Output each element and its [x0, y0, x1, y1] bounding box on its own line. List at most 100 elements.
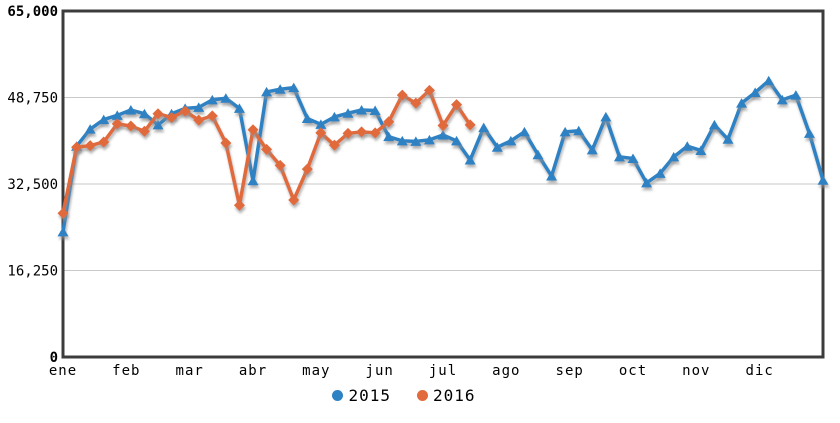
data-point-marker [546, 171, 558, 181]
data-point-marker [437, 130, 449, 140]
data-point-marker [274, 84, 286, 94]
data-point-marker [668, 151, 680, 162]
data-point-marker [518, 126, 530, 137]
data-point-marker [559, 126, 571, 137]
x-month-label: feb [112, 363, 140, 379]
data-point-marker [233, 199, 245, 211]
data-point-marker [396, 89, 408, 101]
data-point-marker [125, 120, 137, 132]
x-month-label: sep [556, 363, 584, 379]
data-point-marker [342, 108, 354, 118]
data-point-marker [315, 127, 327, 139]
data-point-marker [410, 97, 422, 109]
data-point-marker [451, 99, 463, 111]
data-point-marker [736, 98, 748, 108]
data-point-marker [627, 153, 639, 163]
data-point-marker [817, 175, 829, 185]
data-point-marker [613, 151, 625, 162]
data-point-marker [193, 102, 205, 112]
data-point-marker [288, 82, 300, 93]
data-point-marker [573, 125, 585, 136]
y-tick-label: 48,750 [7, 91, 58, 107]
legend-item-2016: 2016 [417, 386, 476, 405]
data-point-marker [152, 119, 164, 130]
data-point-marker [261, 86, 273, 97]
data-point-marker [328, 111, 340, 122]
data-point-marker [125, 105, 137, 115]
data-point-marker [410, 136, 422, 146]
data-point-marker [464, 119, 476, 131]
x-month-label: abr [239, 363, 267, 379]
data-point-marker [206, 94, 218, 105]
data-point-marker [138, 108, 150, 119]
data-point-marker [695, 145, 707, 155]
legend-item-2015: 2015 [332, 386, 391, 405]
data-point-marker [193, 114, 205, 126]
data-point-marker [423, 134, 435, 145]
data-point-marker [464, 155, 476, 165]
data-point-marker [369, 105, 381, 116]
data-point-marker [383, 131, 395, 142]
data-point-marker [247, 175, 259, 186]
data-point-marker [138, 125, 150, 137]
data-point-marker [84, 124, 96, 134]
data-point-marker [301, 113, 313, 124]
legend-label-2015: 2015 [348, 386, 391, 405]
data-point-marker [478, 122, 490, 133]
data-point-marker [451, 135, 463, 146]
data-point-marker [641, 177, 653, 188]
data-point-marker [369, 127, 381, 139]
x-month-label: nov [682, 363, 710, 379]
data-point-marker [179, 105, 191, 117]
data-point-marker [342, 127, 354, 139]
data-point-marker [206, 110, 218, 122]
data-point-marker [356, 105, 368, 115]
data-point-marker [654, 168, 666, 178]
data-point-marker [586, 144, 598, 155]
data-point-marker [505, 135, 517, 146]
data-point-marker [681, 141, 693, 151]
data-point-marker [396, 135, 408, 146]
series-line-2015 [61, 78, 825, 233]
y-tick-label: 0 [50, 350, 58, 366]
data-point-marker [84, 140, 96, 152]
x-month-label: mar [176, 363, 204, 379]
data-point-marker [166, 111, 178, 123]
data-point-marker [274, 159, 286, 171]
data-point-marker [57, 226, 69, 237]
legend-marker-2016-icon [417, 390, 428, 401]
data-point-marker [328, 139, 340, 151]
series-markers-2015 [57, 75, 829, 237]
data-point-marker [776, 94, 788, 105]
chart-legend: 2015 2016 [0, 386, 824, 405]
data-point-marker [437, 119, 449, 131]
data-point-marker [315, 119, 327, 129]
data-point-marker [600, 111, 612, 122]
data-point-marker [491, 142, 503, 152]
legend-label-2016: 2016 [433, 386, 476, 405]
data-point-marker [356, 126, 368, 138]
y-tick-label: 16,250 [7, 264, 58, 280]
x-month-label: may [302, 363, 330, 379]
data-point-marker [301, 163, 313, 175]
data-point-marker [111, 118, 123, 130]
data-point-marker [383, 116, 395, 128]
legend-marker-2015-icon [332, 390, 344, 401]
data-point-marker [233, 103, 245, 113]
x-month-label: jul [429, 363, 457, 379]
data-point-marker [220, 93, 232, 103]
y-tick-label: 32,500 [7, 177, 58, 193]
data-point-marker [708, 119, 720, 130]
data-point-marker [98, 136, 110, 148]
y-tick-label: 65,000 [7, 4, 58, 20]
data-point-marker [57, 207, 69, 219]
x-month-label: oct [619, 363, 647, 379]
data-point-marker [152, 108, 164, 120]
x-month-label: ago [492, 363, 520, 379]
data-point-marker [220, 137, 232, 149]
data-point-marker [288, 194, 300, 206]
data-point-marker [532, 149, 544, 160]
data-point-marker [98, 114, 110, 125]
